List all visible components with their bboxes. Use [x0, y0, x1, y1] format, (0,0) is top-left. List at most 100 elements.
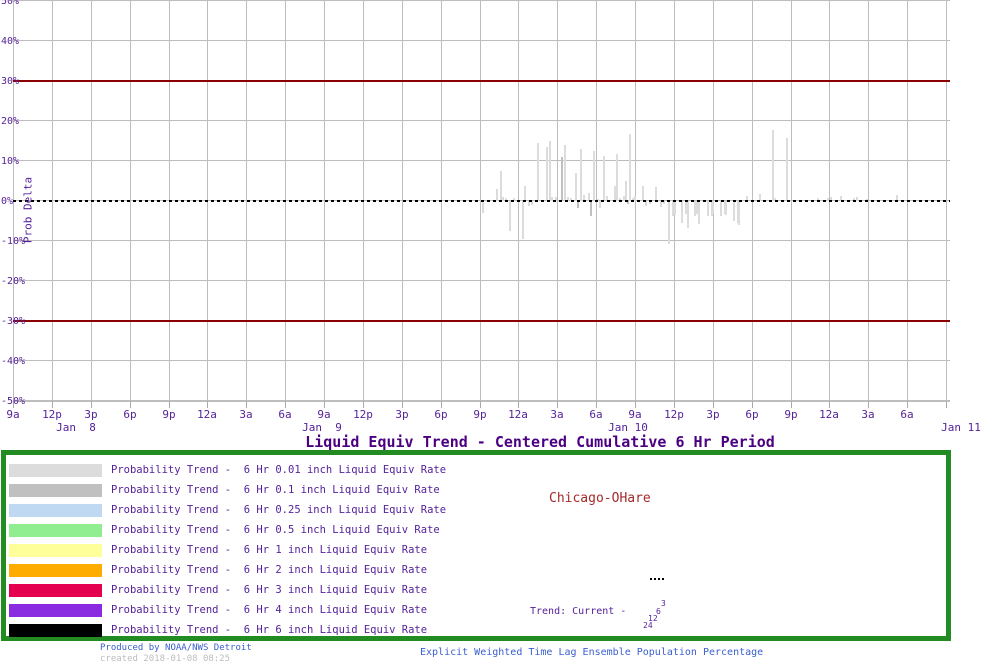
data-bar [853, 197, 855, 201]
x-tick-mark [596, 401, 597, 408]
x-tick-label: 12a [819, 408, 839, 421]
data-bar [561, 157, 563, 201]
current-trend-dash-icon [650, 578, 664, 580]
legend-label: Probability Trend - 6 Hr 2 inch Liquid E… [111, 564, 428, 576]
legend-item: Probability Trend - 6 Hr 0.5 inch Liquid… [9, 520, 440, 540]
data-bar [627, 201, 629, 205]
x-tick-mark [868, 401, 869, 408]
gridline-h [13, 120, 950, 121]
x-tick-label: 3p [395, 408, 409, 421]
data-bar [856, 197, 858, 201]
data-bar [549, 141, 551, 201]
y-tick-label: 10% [1, 156, 20, 167]
data-bar [505, 197, 507, 201]
data-bar [619, 197, 621, 201]
gridline-h [13, 400, 950, 402]
data-bar [614, 186, 616, 201]
legend-label: Probability Trend - 6 Hr 6 inch Liquid E… [111, 624, 428, 636]
x-tick-mark [207, 401, 208, 408]
data-bar [830, 197, 832, 201]
data-bar [513, 198, 515, 201]
data-bar [632, 197, 634, 201]
data-bar [502, 197, 504, 201]
legend-swatch [9, 483, 102, 497]
footer-produced: Produced by NOAA/NWS Detroit [100, 643, 252, 653]
data-bar [528, 201, 530, 206]
data-bar [668, 201, 670, 245]
data-bar [681, 201, 683, 223]
data-bar [599, 201, 601, 209]
data-bar [603, 155, 605, 201]
legend-label: Probability Trend - 6 Hr 4 inch Liquid E… [111, 604, 428, 616]
data-bar [720, 201, 722, 216]
y-tick-label: -10% [1, 236, 26, 247]
legend-box: Probability Trend - 6 Hr 0.01 inch Liqui… [1, 450, 951, 641]
x-date-label: Jan 8 [56, 421, 96, 434]
footer-right: Explicit Weighted Time Lag Ensemble Popu… [420, 647, 764, 658]
legend-swatch [9, 583, 102, 597]
data-bar [817, 197, 819, 201]
chart-area: Prob Delta 50% 40% 30% 20% 10% 0% -10% -20% -30%… [1, 0, 981, 451]
data-bar [522, 201, 524, 239]
zero-line [13, 200, 950, 202]
data-bar [746, 196, 748, 201]
data-bar [531, 201, 533, 205]
data-bar [590, 201, 592, 216]
data-bar [500, 171, 502, 201]
x-date-label: Jan 11 [941, 421, 981, 434]
data-bar [694, 201, 696, 216]
y-tick-label: 0% [1, 196, 14, 207]
chart-title: Liquid Equiv Trend - Centered Cumulative… [305, 433, 775, 451]
data-bar [696, 201, 698, 215]
data-bar [625, 181, 627, 201]
legend-swatch [9, 603, 102, 617]
gridline-h [13, 0, 950, 1]
x-tick-label: 6a [589, 408, 603, 421]
data-bar [606, 196, 608, 201]
legend-item: Probability Trend - 6 Hr 6 inch Liquid E… [9, 620, 427, 640]
x-tick-mark [829, 401, 830, 408]
x-tick-mark [674, 401, 675, 408]
data-bar [645, 201, 647, 206]
data-bar [674, 201, 676, 215]
data-bar [660, 201, 662, 207]
y-tick-label: 30% [1, 76, 20, 87]
x-tick-label: 6p [123, 408, 137, 421]
data-bar [738, 201, 740, 225]
legend-label: Probability Trend - 6 Hr 0.1 inch Liquid… [111, 484, 440, 496]
data-bar [774, 197, 776, 201]
y-tick-label: -30% [1, 316, 26, 327]
reference-line--30 [13, 320, 950, 322]
data-bar [649, 201, 651, 205]
data-bar [583, 195, 585, 201]
data-bar [725, 201, 727, 215]
trend-hour-number: 24 [643, 621, 653, 630]
legend-swatch [9, 523, 102, 537]
x-tick-mark [285, 401, 286, 408]
x-date-label: Jan 10 [608, 421, 648, 434]
x-tick-label: 12p [42, 408, 62, 421]
data-bar [642, 186, 644, 201]
x-tick-label: 9a [6, 408, 20, 421]
data-bar [575, 173, 577, 201]
x-tick-mark [907, 401, 908, 408]
x-tick-label: 12a [508, 408, 528, 421]
data-bar [629, 133, 631, 201]
y-tick-label: -20% [1, 276, 26, 287]
y-axis-title: Prob Delta [21, 176, 35, 244]
data-bar [896, 195, 898, 201]
data-bar [555, 197, 557, 201]
x-tick-mark [52, 401, 53, 408]
data-bar [564, 145, 566, 201]
data-bar [712, 201, 714, 215]
data-bar [567, 197, 569, 201]
data-bar [655, 187, 657, 201]
legend-item: Probability Trend - 6 Hr 3 inch Liquid E… [9, 580, 427, 600]
x-date-label: Jan 9 [302, 421, 342, 434]
x-tick-mark [324, 401, 325, 408]
x-tick-mark [246, 401, 247, 408]
data-bar [733, 201, 735, 221]
legend-item: Probability Trend - 6 Hr 2 inch Liquid E… [9, 560, 427, 580]
x-tick-label: 3a [239, 408, 253, 421]
x-tick-label: 9a [317, 408, 331, 421]
